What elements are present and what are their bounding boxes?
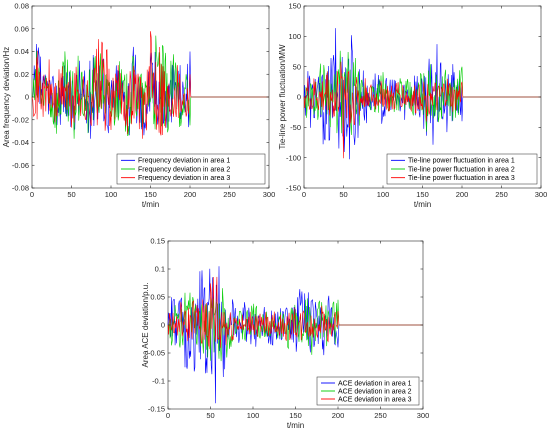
y-tick-label: -0.04 xyxy=(12,138,29,147)
y-tick-label: 0.06 xyxy=(14,24,29,33)
x-tick-label: 300 xyxy=(417,411,430,420)
y-tick-label: 0.15 xyxy=(150,237,165,246)
y-tick-label: 0.05 xyxy=(150,293,165,302)
x-tick-label: 300 xyxy=(535,190,548,199)
x-tick-label: 150 xyxy=(416,190,429,199)
y-tick-label: 0 xyxy=(297,93,301,102)
y-tick-label: -0.05 xyxy=(148,349,165,358)
y-tick-label: -100 xyxy=(286,153,301,162)
x-tick-label: 150 xyxy=(289,411,302,420)
y-tick-label: 0 xyxy=(25,93,29,102)
y-tick-label: 0.04 xyxy=(14,47,29,56)
legend: Tie-line power fluctuation in area 1Tie-… xyxy=(386,153,538,185)
y-tick-label: 0.08 xyxy=(14,2,29,11)
y-tick-label: -150 xyxy=(286,184,301,193)
y-tick-label: 0.02 xyxy=(14,70,29,79)
y-tick-label: -0.06 xyxy=(12,161,29,170)
x-tick-label: 250 xyxy=(374,411,387,420)
chart-2: 0 50 100 150 200 250 300-150-100-50050100150t/… xyxy=(278,2,547,209)
legend-entry: Tie-line power fluctuation in area 3 xyxy=(408,175,515,182)
x-tick-label: 100 xyxy=(105,190,118,199)
x-axis-label: t/min xyxy=(142,200,159,209)
y-tick-label: -50 xyxy=(290,123,301,132)
x-tick-label: 0 xyxy=(302,190,306,199)
x-axis-label: t/min xyxy=(287,421,304,430)
y-tick-label: 150 xyxy=(288,2,301,11)
y-tick-label: -0.08 xyxy=(12,184,29,193)
chart-3: 0 50 100 150 200 250 300 -0.15 -0.1 -0.05 0 0.05 0.1… xyxy=(141,237,429,430)
y-tick-label: -0.15 xyxy=(148,405,165,414)
legend-entry: Tie-line power fluctuation in area 2 xyxy=(408,166,515,173)
y-tick-label: -0.02 xyxy=(12,115,29,124)
x-tick-label: 0 xyxy=(166,411,170,420)
x-tick-label: 250 xyxy=(495,190,508,199)
legend-entry: Frequency deviation in area 1 xyxy=(138,158,230,165)
y-tick-label: 100 xyxy=(288,32,301,41)
y-tick-label: 0.1 xyxy=(155,265,165,274)
series-line-area-3 xyxy=(303,61,541,159)
x-tick-label: 100 xyxy=(377,190,390,199)
x-tick-label: 200 xyxy=(456,190,469,199)
x-tick-label: 150 xyxy=(144,190,157,199)
legend-entry: Frequency deviation in area 2 xyxy=(138,166,230,173)
x-tick-label: 50 xyxy=(339,190,347,199)
y-tick-label: 0 xyxy=(161,321,165,330)
legend-entry: ACE deviation in area 3 xyxy=(338,396,412,403)
y-axis-label: Tie-line power fluctuation/MW xyxy=(278,44,287,150)
x-tick-label: 0 xyxy=(30,190,34,199)
x-tick-label: 200 xyxy=(332,411,345,420)
legend-entry: ACE deviation in area 1 xyxy=(338,380,412,387)
series-line-area-3 xyxy=(31,31,269,139)
series-line-area-3 xyxy=(167,276,423,350)
y-tick-label: 50 xyxy=(293,62,301,71)
x-tick-label: 100 xyxy=(247,411,260,420)
x-tick-label: 200 xyxy=(184,190,197,199)
x-tick-label: 50 xyxy=(206,411,214,420)
chart-1: 0 50 100 150 200 250 300 -0.08 -0.06 -0.04 -0.02 0 0… xyxy=(2,2,275,209)
y-tick-label: -0.1 xyxy=(152,377,165,386)
legend-box xyxy=(116,153,266,185)
legend-entry: Tie-line power fluctuation in area 1 xyxy=(408,158,515,165)
legend-entry: Frequency deviation in area 3 xyxy=(138,175,230,182)
legend-entry: ACE deviation in area 2 xyxy=(338,388,412,395)
y-axis-label: Area ACE deviation/p.u. xyxy=(141,283,150,368)
y-axis-label: Area frequency deviation/Hz xyxy=(2,47,11,148)
x-tick-label: 250 xyxy=(223,190,236,199)
legend-box xyxy=(386,153,538,185)
x-tick-label: 300 xyxy=(263,190,276,199)
x-axis-label: t/min xyxy=(414,200,431,209)
x-tick-label: 50 xyxy=(67,190,75,199)
